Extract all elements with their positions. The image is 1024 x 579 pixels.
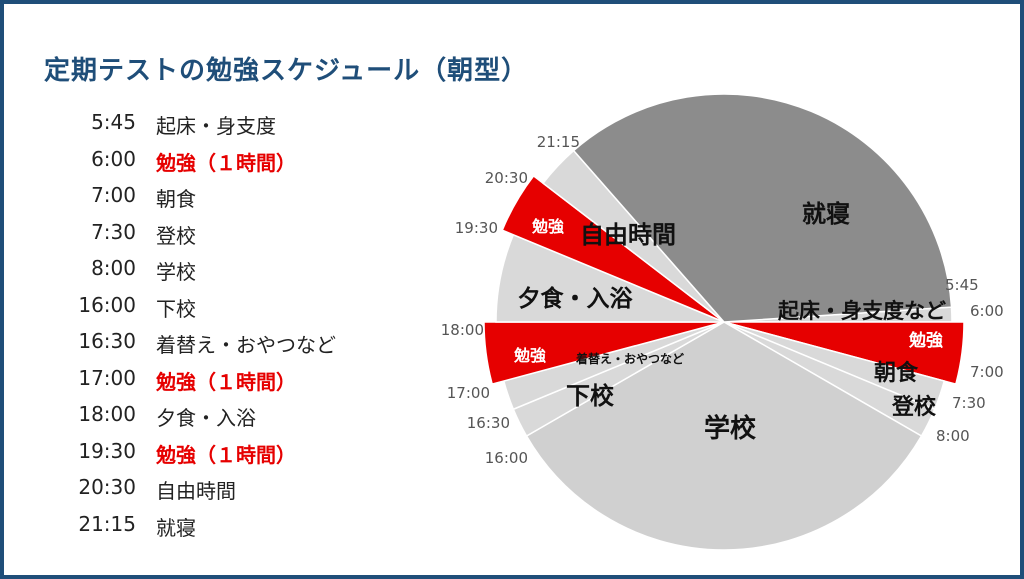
tick-label: 20:30 (485, 169, 528, 187)
schedule-study-activity: 勉強（１時間） (156, 442, 296, 467)
schedule-time: 7:00 (91, 183, 136, 207)
schedule-row: 8:00 学校 (62, 252, 402, 289)
schedule-row: 7:30 登校 (62, 216, 402, 253)
schedule-list: 5:45 起床・身支度 6:00 勉強（１時間） 7:00 朝食 7:30 登校 8:00 学校 1… (62, 106, 402, 544)
schedule-time: 18:00 (78, 402, 136, 426)
slice-label: 勉強 (531, 217, 564, 236)
schedule-activity: 着替え・おやつなど (156, 333, 336, 357)
tick-label: 5:45 (945, 276, 979, 294)
schedule-activity: 登校 (156, 223, 196, 248)
tick-label: 7:30 (952, 394, 986, 412)
pie-slice (572, 93, 953, 323)
tick-label: 8:00 (936, 427, 970, 445)
slice-label: 着替え・おやつなど (575, 351, 684, 366)
schedule-row: 6:00 勉強（１時間） (62, 143, 402, 180)
slice-label: 勉強 (908, 330, 943, 351)
schedule-time: 5:45 (91, 110, 136, 134)
schedule-study-activity: 勉強（１時間） (156, 150, 296, 175)
schedule-activity: 起床・身支度 (156, 114, 276, 138)
schedule-time: 7:30 (91, 219, 136, 244)
schedule-study-activity: 勉強（１時間） (156, 369, 296, 394)
schedule-activity: 夕食・入浴 (156, 406, 256, 430)
tick-label: 7:00 (970, 363, 1004, 381)
schedule-time: 16:30 (78, 329, 136, 353)
slice-label: 朝食 (874, 360, 919, 386)
schedule-activity: 就寝 (156, 515, 196, 540)
pie-slice (483, 321, 725, 386)
schedule-activity: 下校 (156, 296, 196, 321)
schedule-time: 21:15 (78, 511, 136, 536)
schedule-row: 18:00 夕食・入浴 (62, 398, 402, 435)
schedule-time: 16:00 (78, 292, 136, 317)
tick-label: 16:00 (485, 449, 528, 467)
schedule-row: 5:45 起床・身支度 (62, 106, 402, 143)
schedule-row: 17:00 勉強（１時間） (62, 362, 402, 399)
schedule-activity: 朝食 (156, 187, 196, 211)
schedule-time: 17:00 (78, 365, 136, 390)
pie-slice (501, 174, 725, 323)
schedule-time: 20:30 (78, 475, 136, 499)
slice-label: 学校 (704, 413, 757, 444)
slice-label: 起床・身支度など (777, 299, 946, 323)
schedule-activity: 学校 (156, 260, 196, 284)
slice-label: 勉強 (513, 346, 546, 365)
schedule-row: 7:00 朝食 (62, 179, 402, 216)
slice-label: 自由時間 (580, 221, 676, 249)
schedule-time: 8:00 (91, 256, 136, 280)
schedule-row: 16:00 下校 (62, 289, 402, 326)
slice-label: 下校 (566, 382, 615, 410)
page-title: 定期テストの勉強スケジュール（朝型） (44, 56, 529, 86)
tick-label: 21:15 (537, 133, 580, 151)
schedule-time: 19:30 (78, 438, 136, 463)
schedule-row: 20:30 自由時間 (62, 471, 402, 508)
tick-label: 17:00 (447, 384, 490, 402)
slice-label: 登校 (891, 394, 937, 420)
tick-label: 16:30 (467, 414, 510, 432)
slice-label: 夕食・入浴 (518, 285, 634, 312)
slice-label: 就寝 (802, 200, 850, 228)
schedule-row: 16:30 着替え・おやつなど (62, 325, 402, 362)
schedule-activity: 自由時間 (156, 479, 236, 503)
tick-label: 18:00 (441, 321, 484, 339)
tick-label: 19:30 (455, 219, 498, 237)
schedule-row: 21:15 就寝 (62, 508, 402, 545)
schedule-row: 19:30 勉強（１時間） (62, 435, 402, 472)
schedule-time: 6:00 (91, 146, 136, 171)
tick-label: 6:00 (970, 302, 1004, 320)
